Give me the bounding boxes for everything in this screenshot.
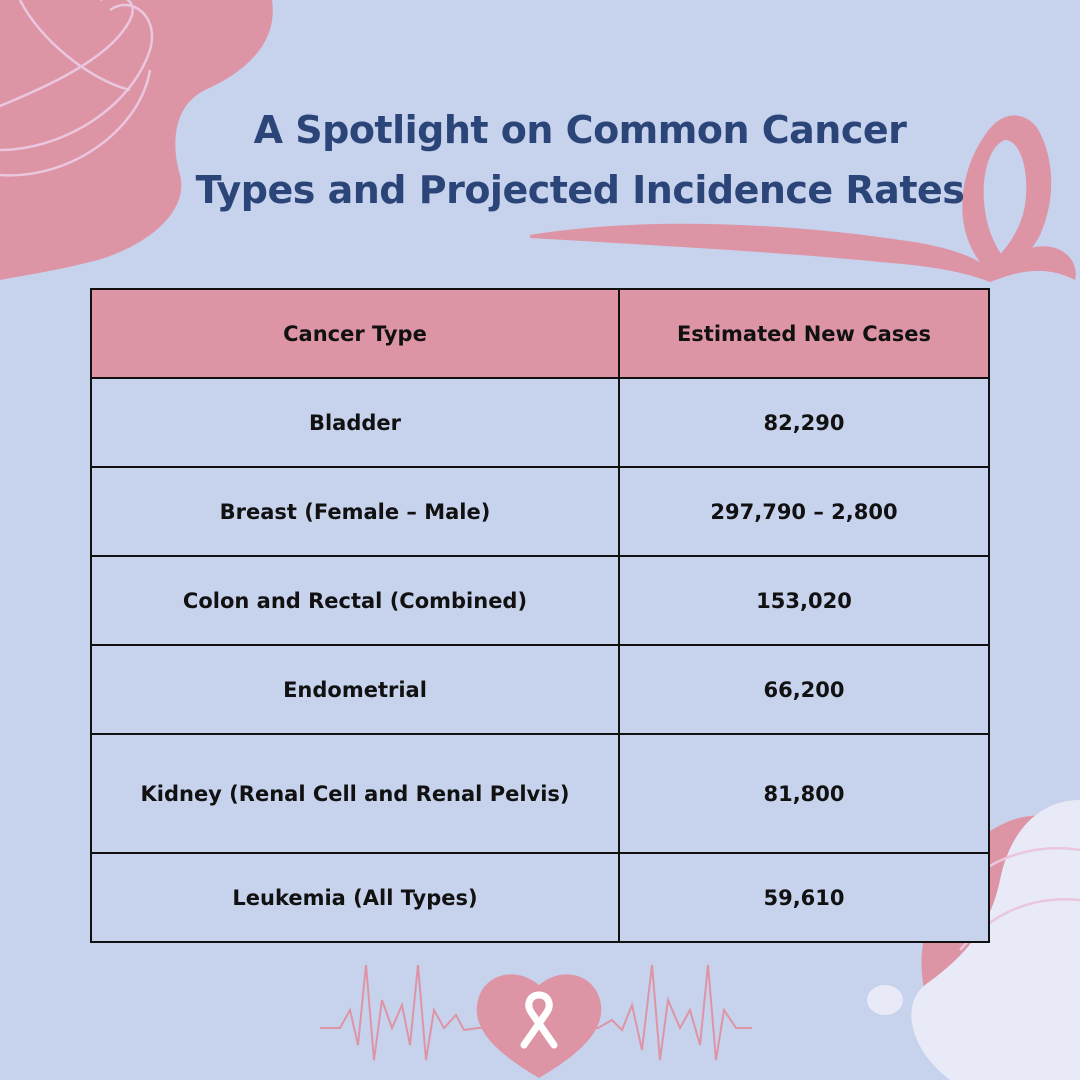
new-cases-cell: 66,200 [618,644,990,735]
top-left-scribble [0,0,154,177]
table-row: Breast (Female – Male) 297,790 – 2,800 [90,466,990,557]
cancer-type-cell: Colon and Rectal (Combined) [90,555,620,646]
cancer-type-cell: Leukemia (All Types) [90,852,620,943]
cancer-type-cell: Bladder [90,377,620,468]
cancer-type-cell: Endometrial [90,644,620,735]
table-row: Kidney (Renal Cell and Renal Pelvis) 81,… [90,733,990,854]
new-cases-cell: 59,610 [618,852,990,943]
top-left-blob [0,0,273,280]
cancer-type-cell: Breast (Female – Male) [90,466,620,557]
awareness-ribbon-icon [530,115,1076,282]
cancer-incidence-table: Cancer Type Estimated New Cases Bladder … [90,288,990,943]
bottom-right-white-blob [911,800,1080,1080]
new-cases-cell: 82,290 [618,377,990,468]
new-cases-cell: 81,800 [618,733,990,854]
heartbeat-line-icon [320,964,752,1061]
table-row: Bladder 82,290 [90,377,990,468]
column-header-cancer-type: Cancer Type [90,288,620,379]
column-header-estimated-new-cases: Estimated New Cases [618,288,990,379]
table-row: Endometrial 66,200 [90,644,990,735]
table-header-row: Cancer Type Estimated New Cases [90,288,990,379]
new-cases-cell: 297,790 – 2,800 [618,466,990,557]
table-row: Leukemia (All Types) 59,610 [90,852,990,943]
table-row: Colon and Rectal (Combined) 153,020 [90,555,990,646]
cancer-type-cell: Kidney (Renal Cell and Renal Pelvis) [90,733,620,854]
page-title: A Spotlight on Common Cancer Types and P… [150,100,1010,220]
new-cases-cell: 153,020 [618,555,990,646]
title-line-2: Types and Projected Incidence Rates [195,168,965,212]
title-line-1: A Spotlight on Common Cancer [253,108,907,152]
